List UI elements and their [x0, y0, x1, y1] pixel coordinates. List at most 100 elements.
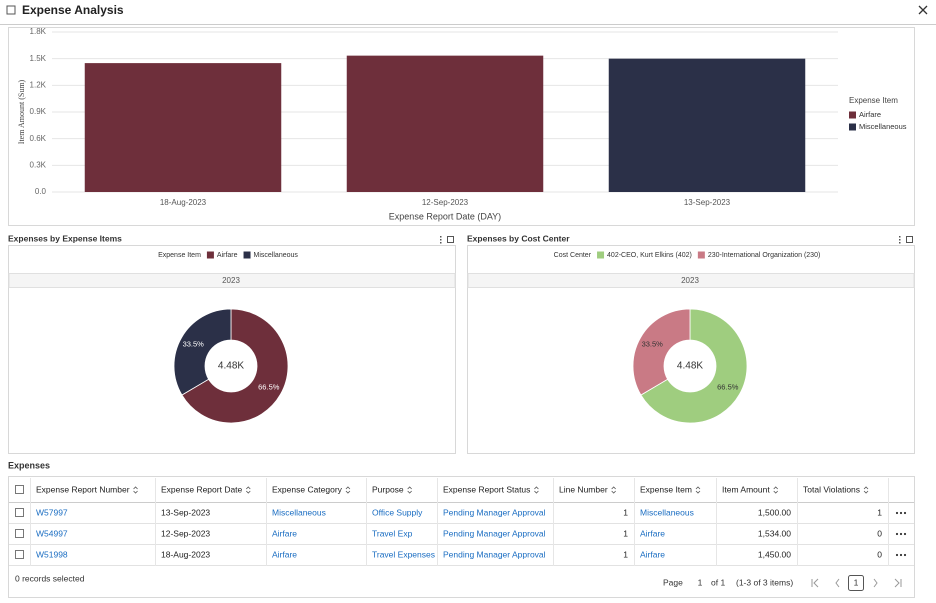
link-cell[interactable]: Office Supply	[372, 507, 423, 517]
table-cell: 1	[877, 507, 882, 517]
legend-label[interactable]: Airfare	[217, 252, 238, 259]
link-cell[interactable]: Pending Manager Approval	[443, 507, 546, 517]
table-cell: 1	[623, 528, 628, 538]
link-cell[interactable]: Travel Exp	[372, 528, 413, 538]
legend-label[interactable]: 230-International Organization (230)	[708, 252, 820, 259]
link-cell[interactable]: W57997	[36, 507, 68, 517]
page-input[interactable]: 1	[698, 577, 703, 587]
legend-label[interactable]: 402-CEO, Kurt Elkins (402)	[607, 252, 692, 259]
link-cell[interactable]: Miscellaneous	[640, 507, 694, 517]
sort-icon[interactable]	[611, 486, 616, 494]
row-actions[interactable]	[903, 511, 907, 515]
expand-icon[interactable]	[906, 236, 913, 243]
legend-label[interactable]: Miscellaneous	[859, 122, 907, 131]
pie-slice[interactable]	[181, 308, 289, 424]
row-actions[interactable]	[895, 511, 899, 515]
last-page[interactable]	[894, 578, 902, 588]
sort-icon[interactable]	[534, 486, 539, 494]
pie-slice[interactable]	[632, 308, 691, 396]
link-cell[interactable]: W54997	[36, 528, 68, 538]
legend-label[interactable]: Miscellaneous	[254, 252, 299, 259]
column-header[interactable]: Line Number	[559, 484, 608, 494]
link-cell[interactable]: Pending Manager Approval	[443, 549, 546, 559]
page-button-box[interactable]	[848, 575, 864, 591]
column-header[interactable]: Item Amount	[722, 484, 770, 494]
x-axis-label: Expense Report Date (DAY)	[389, 211, 501, 221]
slice-label: 33.5%	[183, 339, 205, 348]
sort-icon[interactable]	[773, 486, 779, 494]
checkbox[interactable]	[15, 508, 24, 517]
table-title: Expenses	[8, 460, 50, 470]
link-cell[interactable]: Airfare	[640, 549, 665, 559]
link-cell[interactable]: Airfare	[272, 528, 297, 538]
row-actions[interactable]	[903, 532, 907, 536]
first-page[interactable]	[811, 578, 819, 588]
next-page[interactable]	[873, 578, 878, 588]
legend-swatch	[597, 251, 605, 259]
table-panel	[8, 476, 915, 598]
link-cell[interactable]: Pending Manager Approval	[443, 528, 546, 538]
bar[interactable]	[608, 58, 806, 192]
link-cell[interactable]: W51998	[36, 549, 68, 559]
column-header[interactable]: Expense Category	[272, 484, 343, 494]
sort-icon[interactable]	[407, 486, 412, 494]
column-header[interactable]: Expense Item	[640, 484, 692, 494]
row-actions[interactable]	[895, 532, 899, 536]
sort-icon[interactable]	[133, 486, 138, 494]
pie-slice[interactable]	[173, 308, 232, 396]
sort-icon[interactable]	[245, 486, 251, 494]
x-tick-label: 13-Sep-2023	[684, 198, 731, 207]
page-button[interactable]: 1	[854, 577, 859, 587]
y-tick-label: 0.6K	[30, 134, 47, 143]
y-tick-label: 1.8K	[30, 27, 47, 36]
page-label: Page	[663, 577, 683, 587]
link-cell[interactable]: Travel Expenses	[372, 549, 435, 559]
sort-icon[interactable]	[863, 486, 869, 494]
row-actions[interactable]	[895, 553, 899, 557]
pie-panel	[8, 245, 456, 454]
legend-title: Cost Center	[554, 252, 592, 259]
expand-icon[interactable]	[447, 236, 454, 243]
y-tick-label: 0.3K	[30, 160, 47, 169]
bar[interactable]	[84, 63, 282, 192]
sort-icon[interactable]	[695, 486, 701, 494]
table-cell: 1,450.00	[758, 549, 791, 559]
link-cell[interactable]: Airfare	[640, 528, 665, 538]
panel-menu-icons[interactable]	[440, 236, 901, 244]
column-header[interactable]: Expense Report Number	[36, 484, 130, 494]
sort-icon[interactable]	[345, 486, 351, 494]
center-label: 4.48K	[677, 361, 703, 372]
checkbox[interactable]	[15, 485, 24, 494]
center-label: 4.48K	[218, 361, 244, 372]
selection-status: 0 records selected	[15, 573, 85, 583]
table-cell: 0	[877, 528, 882, 538]
column-header[interactable]: Total Violations	[803, 484, 860, 494]
row-actions[interactable]	[899, 532, 903, 536]
checkbox[interactable]	[15, 550, 24, 559]
slice-label: 33.5%	[642, 339, 664, 348]
row-actions[interactable]	[899, 511, 903, 515]
row-actions[interactable]	[899, 553, 903, 557]
row-actions[interactable]	[903, 553, 907, 557]
bar[interactable]	[346, 55, 544, 193]
table-cell: 1	[623, 507, 628, 517]
prev-page[interactable]	[835, 578, 840, 588]
x-tick-label: 18-Aug-2023	[160, 198, 207, 207]
section-band	[8, 273, 456, 288]
legend-label[interactable]: Airfare	[859, 110, 881, 119]
link-cell[interactable]: Airfare	[272, 549, 297, 559]
pie-slice[interactable]	[640, 308, 748, 424]
section-label: 2023	[681, 276, 699, 285]
checkbox[interactable]	[15, 529, 24, 538]
y-tick-label: 1.5K	[30, 54, 47, 63]
column-header[interactable]: Expense Report Date	[161, 484, 243, 494]
legend-swatch	[206, 251, 214, 259]
close-button[interactable]	[918, 5, 928, 15]
section-label: 2023	[222, 276, 240, 285]
column-header[interactable]: Purpose	[372, 484, 404, 494]
page-title: Expense Analysis	[22, 3, 124, 17]
column-header[interactable]: Expense Report Status	[443, 484, 530, 494]
link-cell[interactable]: Miscellaneous	[272, 507, 326, 517]
